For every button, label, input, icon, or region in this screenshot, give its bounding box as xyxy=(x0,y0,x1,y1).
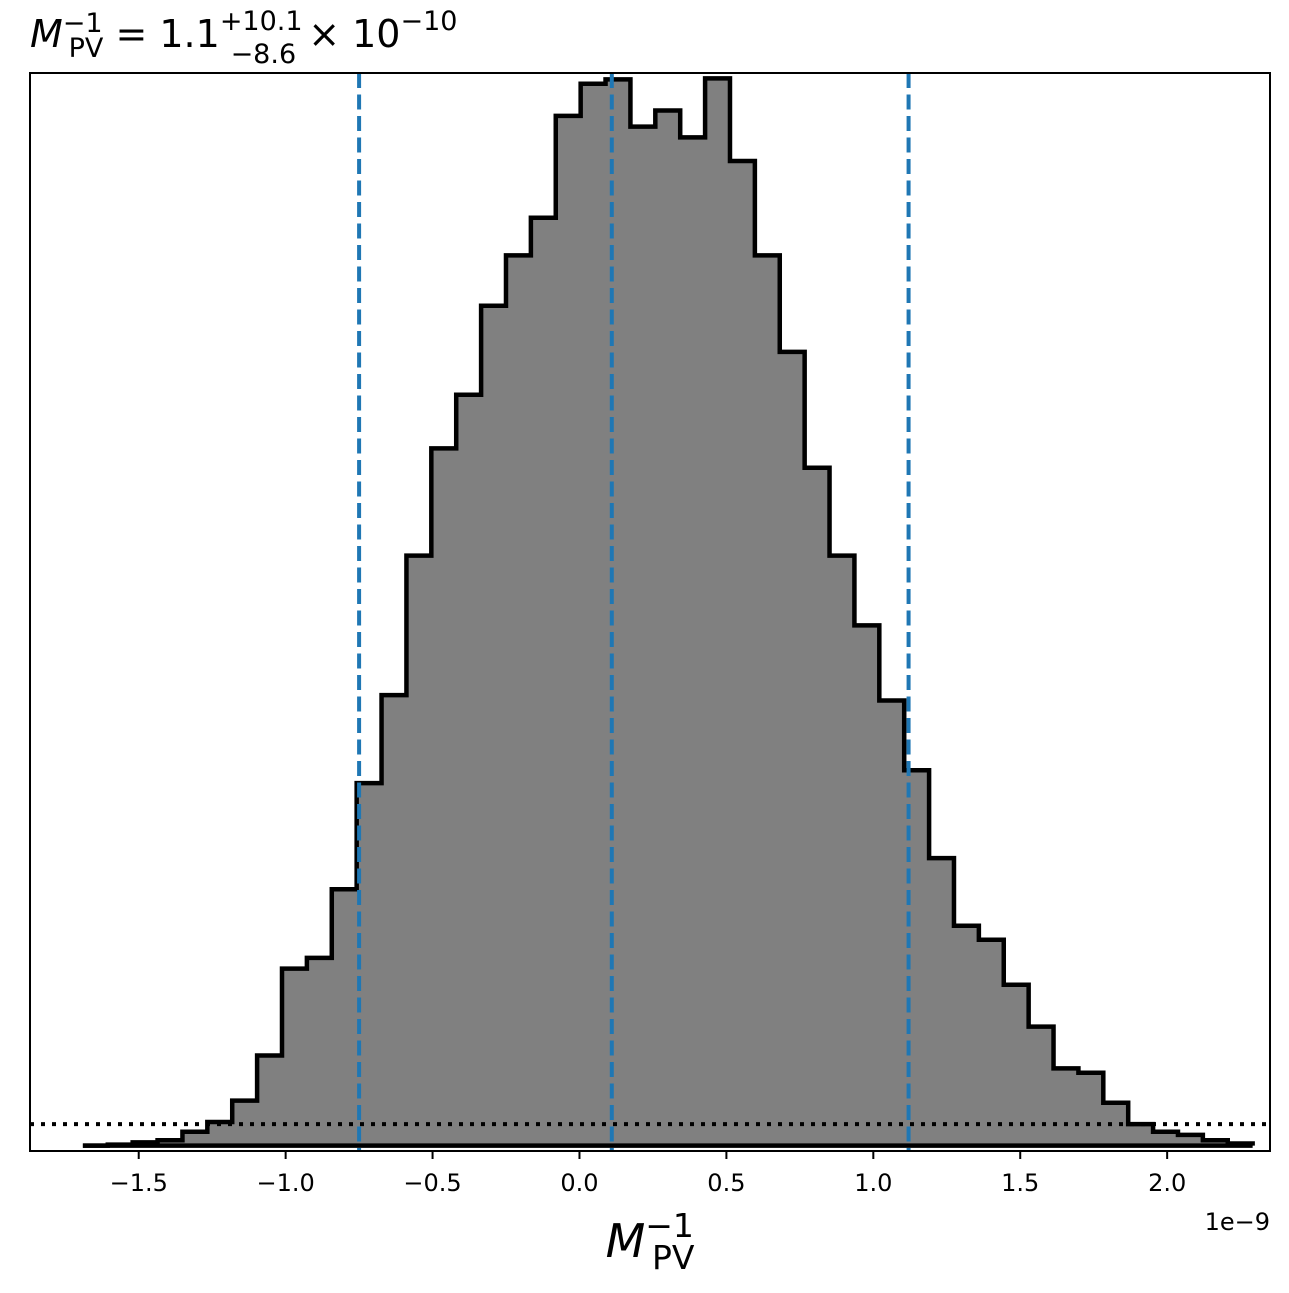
histogram-bar xyxy=(854,625,880,1146)
histogram-bar xyxy=(281,968,308,1146)
histogram-bar xyxy=(580,83,607,1146)
x-axis-ticks: −1.5 −1.0 −0.5 0.0 0.5 1.0 1.5 2.0 xyxy=(110,1151,1186,1197)
histogram-bar xyxy=(306,957,333,1146)
chart-title: M−1 PV = 1.1+10.1 −8.6 × 10−10 xyxy=(30,6,457,70)
histogram-bar xyxy=(1103,1102,1129,1146)
histogram-bar xyxy=(481,305,507,1146)
histogram-bar xyxy=(207,1122,233,1146)
histogram-bar xyxy=(929,858,955,1146)
histogram-bar xyxy=(182,1131,208,1146)
x-tick-label: −1.5 xyxy=(110,1169,168,1197)
histogram-bar xyxy=(655,110,681,1146)
plot-frame xyxy=(29,72,1271,1152)
x-tick-label: −1.0 xyxy=(256,1169,314,1197)
histogram-bar xyxy=(1153,1131,1179,1146)
histogram-bar xyxy=(381,695,408,1146)
histogram-layer xyxy=(30,73,1270,1151)
histogram-bar xyxy=(705,78,731,1146)
histogram-bar xyxy=(953,925,980,1146)
histogram-bar xyxy=(406,555,432,1146)
histogram-bar xyxy=(754,255,781,1146)
plot-area xyxy=(29,72,1271,1152)
histogram-bar xyxy=(1028,1026,1055,1146)
histogram-bar xyxy=(978,939,1005,1146)
histogram-bar xyxy=(879,700,905,1146)
histogram-bar xyxy=(331,889,358,1146)
x-axis-offset-text: 1e−9 xyxy=(1205,1208,1270,1236)
histogram-bar xyxy=(1202,1140,1229,1146)
x-tick-label: 1.5 xyxy=(1001,1169,1039,1197)
x-tick-label: −0.5 xyxy=(403,1169,461,1197)
x-axis-label: M−1 PV xyxy=(606,1206,695,1277)
x-tick-label: 1.0 xyxy=(854,1169,892,1197)
x-tick-label: 0.0 xyxy=(560,1169,598,1197)
histogram-bar xyxy=(530,217,557,1146)
x-tick-label: 0.5 xyxy=(707,1169,745,1197)
histogram-outline xyxy=(82,76,1255,1148)
x-tick-label: 2.0 xyxy=(1148,1169,1186,1197)
histogram-bar xyxy=(804,467,831,1146)
histogram-bar xyxy=(1128,1124,1154,1146)
histogram-bar xyxy=(829,555,856,1146)
histogram-bar xyxy=(1053,1068,1080,1146)
histogram-bar xyxy=(431,448,457,1146)
histogram-bar xyxy=(1177,1134,1204,1146)
histogram-bar xyxy=(555,115,582,1146)
histogram-bar xyxy=(779,351,806,1146)
histogram-bar xyxy=(257,1055,283,1146)
histogram-bar xyxy=(680,137,706,1146)
histogram-bar xyxy=(729,160,756,1146)
histogram-bar xyxy=(505,255,532,1146)
histogram-bar xyxy=(1003,984,1030,1146)
histogram-bar xyxy=(456,394,482,1146)
histogram-bar xyxy=(630,126,656,1146)
histogram-bar xyxy=(605,79,632,1146)
histogram-bar xyxy=(157,1140,184,1146)
histogram-bar xyxy=(1078,1072,1104,1146)
